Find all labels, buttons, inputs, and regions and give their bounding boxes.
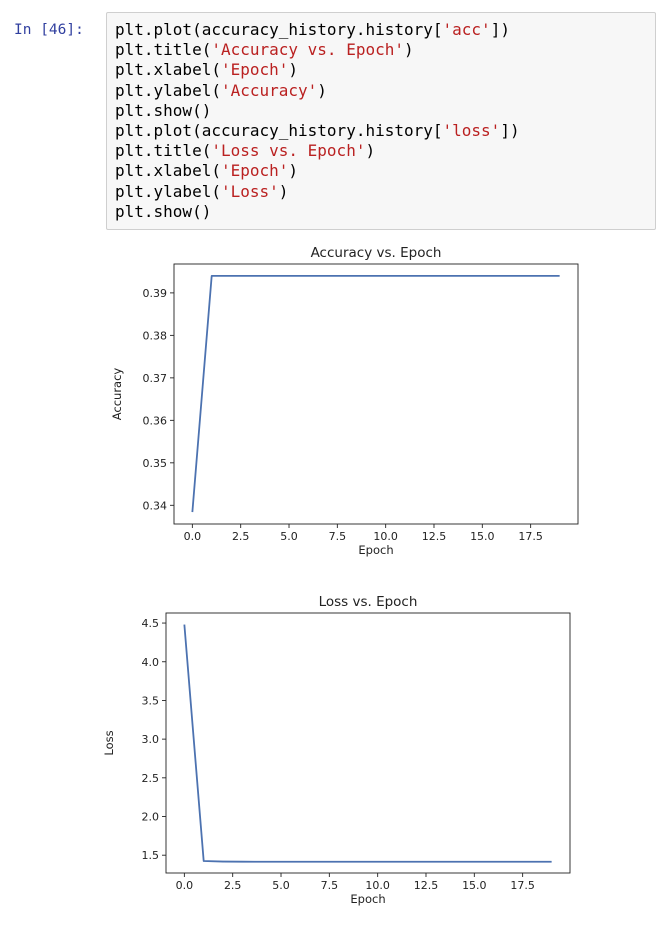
code-line: plt.title('Accuracy vs. Epoch') bbox=[115, 40, 414, 59]
code-string: 'loss' bbox=[442, 121, 501, 141]
y-tick-label: 0.38 bbox=[143, 329, 168, 342]
y-axis-label: Loss bbox=[102, 730, 116, 755]
x-tick-label: 2.5 bbox=[232, 530, 250, 543]
x-tick-label: 12.5 bbox=[414, 879, 439, 892]
input-prompt: In [46]: bbox=[14, 22, 84, 38]
code-line: plt.plot(accuracy_history.history['loss'… bbox=[115, 121, 520, 140]
code-string: 'acc' bbox=[442, 20, 491, 39]
code-token: ]) bbox=[500, 121, 520, 141]
chart-title: Accuracy vs. Epoch bbox=[311, 245, 442, 261]
x-tick-label: 15.0 bbox=[462, 879, 487, 892]
loss-chart: Loss vs. Epoch 0.0 2.5 5.0 7.5 10.0 12.5 15.0 17… bbox=[102, 594, 571, 906]
code-string: 'Loss vs. Epoch' bbox=[211, 141, 366, 161]
code-token: ) bbox=[365, 141, 376, 161]
code-string: 'Epoch' bbox=[220, 60, 289, 80]
code-token: plt.show() bbox=[115, 201, 212, 221]
x-tick-label: 5.0 bbox=[280, 530, 298, 543]
y-tick-label: 0.36 bbox=[143, 414, 168, 427]
code-token: ) bbox=[288, 161, 299, 181]
code-token: plt.xlabel( bbox=[115, 60, 221, 80]
x-tick-label: 17.5 bbox=[518, 530, 543, 543]
accuracy-chart: Accuracy vs. Epoch 0.0 2.5 5.0 7.5 10.0 12.5 15… bbox=[110, 245, 579, 557]
code-line: plt.xlabel('Epoch') bbox=[115, 161, 298, 180]
x-tick-label: 2.5 bbox=[224, 879, 242, 892]
code-string: 'Accuracy' bbox=[220, 80, 318, 100]
y-tick-label: 0.39 bbox=[143, 287, 168, 300]
code-string: 'Epoch' bbox=[220, 161, 289, 181]
series-line bbox=[191, 275, 560, 513]
code-string: 'Accuracy vs. Epoch' bbox=[211, 40, 404, 60]
x-tick-label: 15.0 bbox=[470, 530, 495, 543]
series-line bbox=[183, 624, 552, 863]
code-token: ) bbox=[288, 60, 299, 80]
x-tick-label: 0.0 bbox=[184, 530, 202, 543]
y-tick-label: 1.5 bbox=[142, 849, 160, 862]
code-token: plt.ylabel( bbox=[115, 181, 221, 201]
y-tick-label: 2.0 bbox=[142, 811, 160, 824]
code-editor[interactable]: plt.plot(accuracy_history.history['acc']… bbox=[106, 12, 656, 230]
code-token: plt.show() bbox=[115, 100, 212, 120]
x-axis-label: Epoch bbox=[358, 543, 393, 557]
code-text[interactable]: plt.plot(accuracy_history.history['acc']… bbox=[115, 20, 520, 222]
code-line: plt.ylabel('Accuracy') bbox=[115, 81, 327, 100]
code-token: plt.title( bbox=[115, 40, 212, 60]
code-token: ) bbox=[278, 181, 289, 201]
x-tick-label: 12.5 bbox=[422, 530, 447, 543]
code-line: plt.ylabel('Loss') bbox=[115, 182, 288, 201]
code-line: plt.show() bbox=[115, 101, 211, 120]
code-token: plt.plot(accuracy_history.history[ bbox=[115, 121, 443, 141]
y-tick-label: 0.34 bbox=[143, 499, 168, 512]
code-token: ) bbox=[403, 40, 414, 60]
x-tick-label: 7.5 bbox=[329, 530, 347, 543]
plot-frame bbox=[165, 612, 571, 874]
x-tick-label: 5.0 bbox=[272, 879, 290, 892]
chart-title: Loss vs. Epoch bbox=[319, 594, 418, 610]
code-token: plt.ylabel( bbox=[115, 80, 221, 100]
code-string: 'Loss' bbox=[220, 181, 279, 201]
x-tick-label: 7.5 bbox=[321, 879, 339, 892]
x-tick-label: 10.0 bbox=[373, 530, 398, 543]
code-token: ) bbox=[317, 80, 327, 100]
x-tick-label: 17.5 bbox=[510, 879, 535, 892]
code-token: plt.xlabel( bbox=[115, 161, 221, 181]
y-tick-label: 3.5 bbox=[142, 694, 160, 707]
code-token: plt.title( bbox=[115, 141, 212, 161]
code-token: plt.plot(accuracy_history.history[ bbox=[115, 20, 443, 39]
y-tick-label: 4.5 bbox=[142, 617, 160, 630]
y-axis-label: Accuracy bbox=[110, 368, 124, 421]
code-token: ]) bbox=[490, 20, 510, 39]
code-line: plt.show() bbox=[115, 202, 211, 221]
code-line: plt.title('Loss vs. Epoch') bbox=[115, 141, 375, 160]
code-line: plt.plot(accuracy_history.history['acc']… bbox=[115, 20, 510, 39]
x-axis-label: Epoch bbox=[350, 892, 385, 906]
plot-frame bbox=[173, 263, 579, 525]
code-line: plt.xlabel('Epoch') bbox=[115, 60, 298, 79]
x-tick-label: 10.0 bbox=[365, 879, 390, 892]
y-tick-label: 3.0 bbox=[142, 733, 160, 746]
cell-output: Accuracy vs. Epoch 0.0 2.5 5.0 7.5 10.0 12.5 15… bbox=[0, 236, 667, 932]
y-tick-label: 2.5 bbox=[142, 772, 160, 785]
y-tick-label: 0.37 bbox=[143, 372, 168, 385]
y-tick-label: 0.35 bbox=[143, 457, 168, 470]
x-tick-label: 0.0 bbox=[176, 879, 194, 892]
y-tick-label: 4.0 bbox=[142, 656, 160, 669]
